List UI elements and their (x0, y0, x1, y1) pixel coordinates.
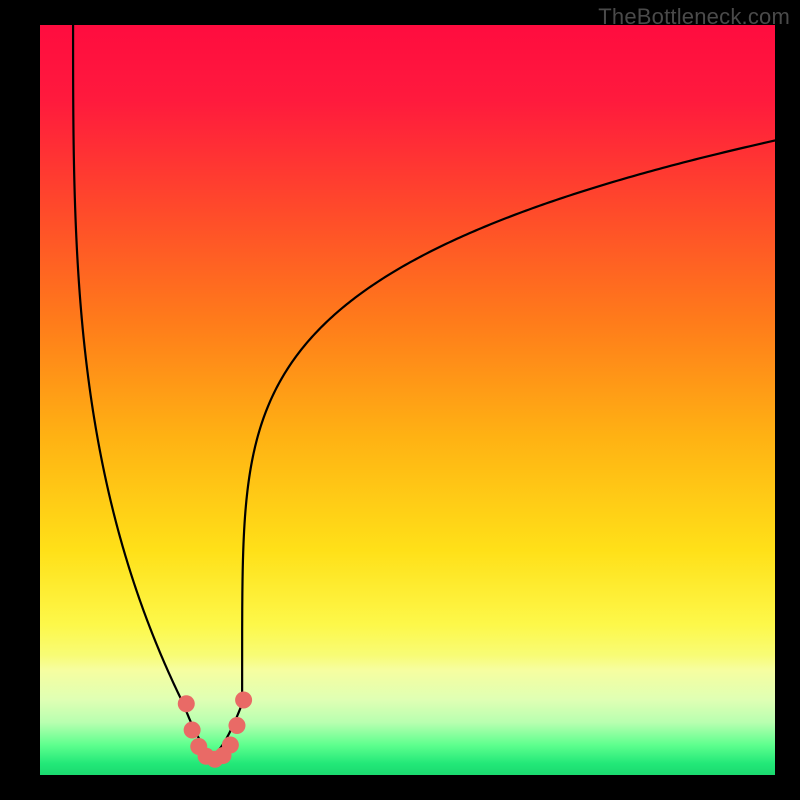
dip-marker (184, 722, 201, 739)
plot-area (40, 25, 775, 775)
dip-marker (222, 737, 239, 754)
dip-marker (228, 717, 245, 734)
outer-frame: TheBottleneck.com (0, 0, 800, 800)
dip-markers (40, 25, 775, 775)
dip-marker (235, 692, 252, 709)
dip-marker (178, 695, 195, 712)
watermark-text: TheBottleneck.com (598, 4, 790, 30)
